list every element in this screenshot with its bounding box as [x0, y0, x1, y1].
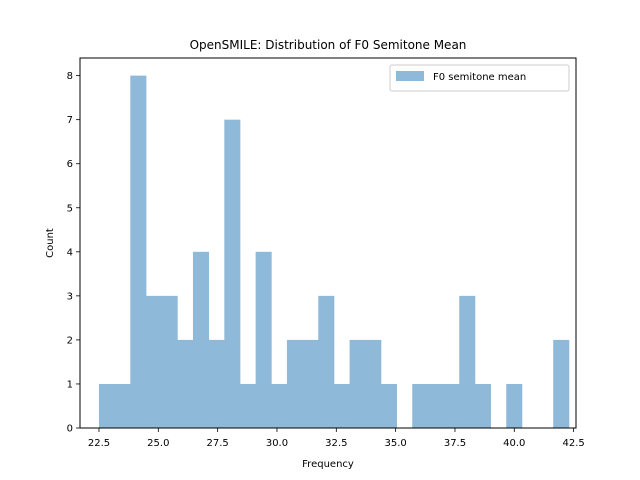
x-tick-label: 42.5 [562, 438, 584, 449]
y-tick-label: 2 [67, 335, 73, 346]
y-axis-label: Count [45, 228, 56, 258]
histogram-bar [553, 339, 570, 428]
histogram-bar [459, 295, 476, 428]
histogram-bar [286, 339, 304, 428]
histogram-bar [349, 339, 366, 428]
histogram-bar [130, 75, 147, 428]
x-tick-label: 37.5 [444, 438, 466, 449]
x-tick-label: 35.0 [385, 438, 407, 449]
histogram-bar [192, 251, 210, 428]
bars-group [98, 75, 570, 429]
histogram-bar [365, 339, 382, 428]
histogram-bar [333, 383, 350, 428]
histogram-bar [145, 295, 163, 428]
y-tick-label: 4 [67, 247, 73, 258]
legend: F0 semitone mean [389, 64, 570, 92]
histogram-bar [208, 339, 225, 428]
y-tick-label: 5 [67, 203, 73, 214]
legend-frame [389, 64, 570, 92]
histogram-bar [302, 339, 319, 428]
histogram-bar [255, 251, 272, 428]
x-axis: 22.5 25.0 27.5 30.0 32.5 35.0 37.5 40.0 42.5 [88, 428, 585, 449]
histogram-bar [380, 383, 397, 428]
y-tick-label: 6 [67, 159, 73, 170]
histogram-bar [239, 383, 257, 428]
plot-frame [79, 57, 577, 429]
histogram-bar [443, 383, 460, 428]
x-tick-label: 27.5 [207, 438, 229, 449]
x-tick-label: 32.5 [325, 438, 347, 449]
histogram-bar [271, 383, 288, 428]
y-tick-label: 3 [67, 291, 73, 302]
histogram-bar [224, 119, 241, 429]
y-tick-label: 1 [67, 379, 73, 390]
y-tick-label: 8 [67, 71, 73, 82]
histogram-bar [474, 383, 491, 428]
histogram-bar [427, 383, 444, 428]
histogram-bar [506, 383, 523, 428]
histogram-bar [98, 383, 116, 428]
legend-label: F0 semitone mean [433, 72, 526, 83]
chart-title: OpenSMILE: Distribution of F0 Semitone M… [190, 38, 467, 52]
x-tick-label: 22.5 [88, 438, 110, 449]
y-tick-label: 7 [67, 115, 73, 126]
histogram-bar [318, 295, 335, 428]
histogram-bar [412, 383, 429, 428]
y-tick-label: 0 [67, 424, 73, 435]
histogram-bar [114, 383, 131, 428]
histogram-bar [161, 295, 178, 428]
x-tick-label: 30.0 [266, 438, 288, 449]
x-tick-label: 40.0 [503, 438, 525, 449]
x-tick-label: 25.0 [147, 438, 169, 449]
histogram-bar [177, 339, 194, 428]
x-axis-label: Frequency [302, 459, 354, 470]
legend-swatch [396, 71, 424, 81]
y-axis: 0 1 2 3 4 5 6 7 8 [67, 71, 80, 435]
